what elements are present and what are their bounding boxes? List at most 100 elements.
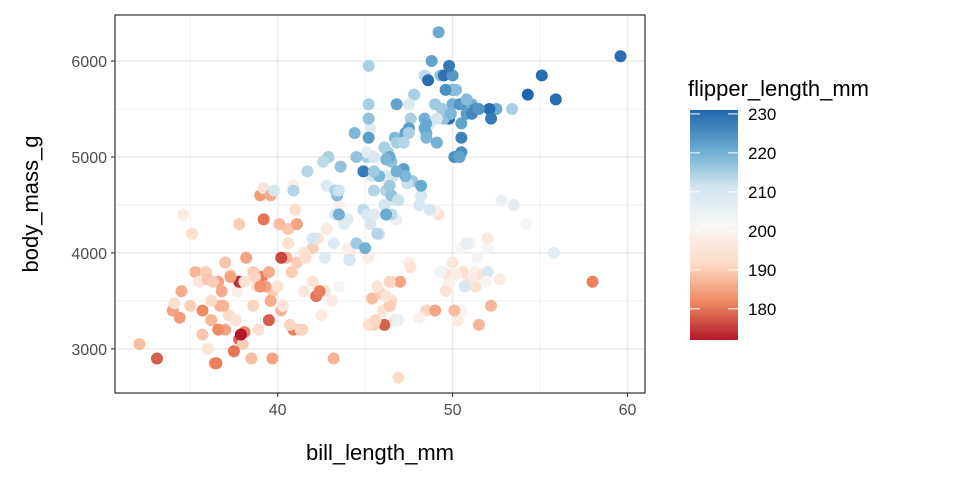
- data-point: [306, 242, 319, 255]
- data-point: [217, 299, 230, 312]
- data-point: [481, 232, 494, 245]
- data-point: [404, 112, 417, 125]
- data-point: [184, 299, 197, 312]
- data-point: [313, 285, 326, 298]
- data-point: [415, 179, 428, 192]
- data-point: [399, 170, 412, 183]
- data-point: [185, 227, 198, 240]
- data-point: [268, 184, 281, 197]
- data-point: [420, 117, 433, 130]
- data-point: [315, 309, 328, 322]
- data-point: [422, 74, 435, 87]
- data-point: [535, 69, 548, 82]
- data-point: [481, 242, 494, 255]
- data-point: [317, 155, 330, 168]
- data-point: [378, 318, 391, 331]
- data-point: [289, 203, 302, 216]
- data-point: [390, 98, 403, 111]
- y-tick-label: 4000: [71, 246, 107, 263]
- data-point: [219, 256, 232, 269]
- data-point: [306, 275, 319, 288]
- data-point: [133, 338, 146, 351]
- data-point: [294, 323, 307, 336]
- data-point: [299, 251, 312, 264]
- data-point: [238, 275, 251, 288]
- y-tick-label: 6000: [71, 54, 107, 71]
- data-point: [439, 285, 452, 298]
- data-point: [332, 198, 345, 211]
- data-point: [397, 136, 410, 149]
- data-point: [460, 237, 473, 250]
- data-point: [362, 112, 375, 125]
- data-point: [455, 117, 468, 130]
- x-tick-label: 40: [269, 402, 287, 419]
- colorbar-tick-label: 190: [748, 261, 776, 280]
- data-point: [548, 246, 561, 259]
- data-point: [415, 189, 428, 202]
- data-point: [231, 285, 244, 298]
- colorbar-tick-label: 180: [748, 300, 776, 319]
- data-point: [507, 198, 520, 211]
- data-point: [283, 318, 296, 331]
- data-point: [520, 218, 533, 231]
- x-tick-label: 50: [444, 402, 462, 419]
- data-point: [394, 275, 407, 288]
- data-point: [206, 275, 219, 288]
- data-point: [343, 254, 356, 267]
- data-point: [392, 194, 405, 207]
- data-point: [479, 275, 492, 288]
- data-point: [472, 103, 485, 116]
- data-point: [371, 280, 384, 293]
- data-point: [402, 98, 415, 111]
- data-point: [420, 131, 433, 144]
- colorbar: [690, 110, 738, 340]
- data-point: [429, 304, 442, 317]
- data-point: [413, 311, 426, 324]
- data-point: [380, 208, 393, 221]
- data-point: [332, 184, 345, 197]
- data-point: [423, 203, 436, 216]
- data-point: [212, 323, 225, 336]
- data-point: [254, 280, 267, 293]
- data-points: [133, 26, 627, 384]
- data-point: [262, 266, 275, 279]
- data-point: [282, 237, 295, 250]
- data-point: [205, 294, 218, 307]
- data-point: [446, 256, 459, 269]
- data-point: [369, 314, 382, 327]
- data-point: [264, 294, 277, 307]
- data-point: [201, 342, 214, 355]
- data-point: [430, 112, 443, 125]
- colorbar-tick-label: 210: [748, 183, 776, 202]
- data-point: [196, 304, 209, 317]
- data-point: [362, 251, 375, 264]
- data-point: [378, 141, 391, 154]
- data-point: [285, 266, 298, 279]
- data-point: [485, 299, 498, 312]
- data-point: [350, 237, 363, 250]
- y-tick-label: 3000: [71, 342, 107, 359]
- data-point: [392, 314, 405, 327]
- data-point: [234, 328, 247, 341]
- data-point: [444, 107, 457, 120]
- data-point: [175, 285, 188, 298]
- data-point: [196, 328, 209, 341]
- data-point: [262, 314, 275, 327]
- data-point: [408, 88, 421, 101]
- data-point: [248, 270, 261, 283]
- data-point: [367, 184, 380, 197]
- data-point: [437, 69, 450, 82]
- data-point: [320, 222, 333, 235]
- data-point: [236, 338, 249, 351]
- data-point: [380, 290, 393, 303]
- data-point: [434, 266, 447, 279]
- data-point: [495, 194, 508, 207]
- data-point: [458, 280, 471, 293]
- data-point: [245, 352, 258, 365]
- data-point: [273, 218, 286, 231]
- data-point: [366, 292, 379, 305]
- data-point: [364, 218, 377, 231]
- data-point: [362, 131, 375, 144]
- data-point: [436, 103, 449, 116]
